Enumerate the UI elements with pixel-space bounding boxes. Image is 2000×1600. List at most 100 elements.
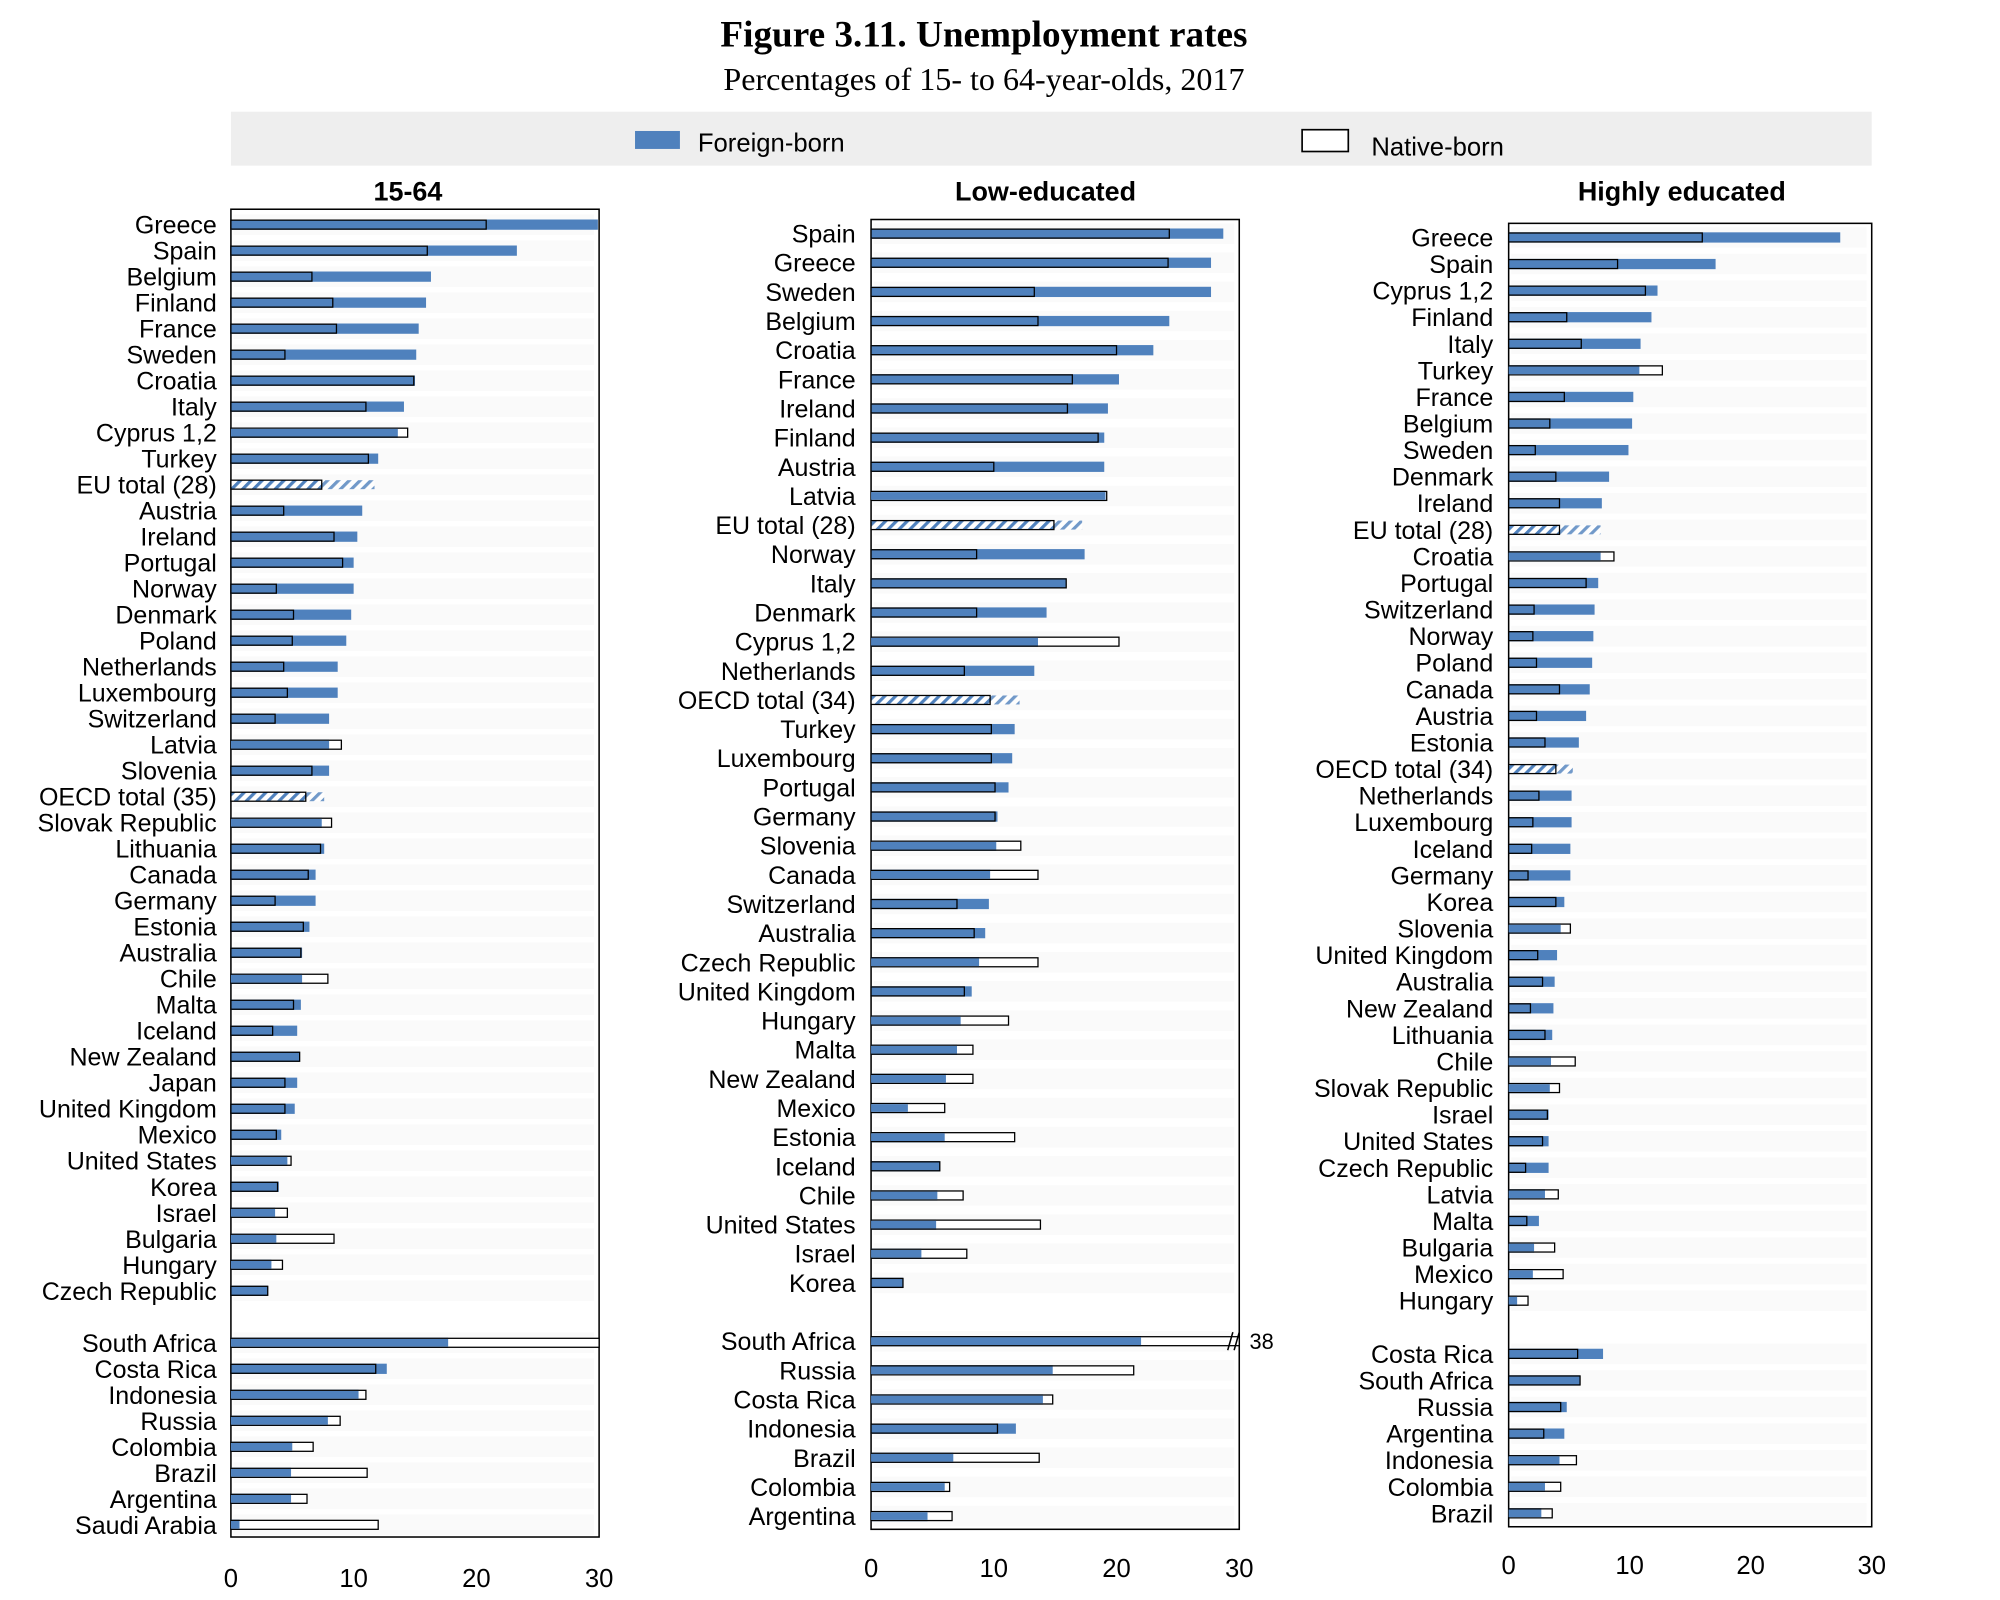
bar-foreign-inner	[871, 492, 1106, 500]
row-band	[1511, 758, 1867, 780]
category-label: Switzerland	[88, 706, 217, 734]
bar-native	[230, 843, 322, 854]
row-band	[1511, 891, 1867, 913]
bar-foreign	[871, 228, 1224, 239]
bar-foreign-inner	[1508, 552, 1601, 561]
bar-native	[870, 665, 965, 676]
category-label: Colombia	[750, 1474, 856, 1502]
row-band	[233, 1254, 594, 1276]
category-label: Chile	[799, 1182, 856, 1210]
bar-foreign	[1508, 817, 1572, 828]
category-label: Saudi Arabia	[75, 1512, 217, 1540]
figure-subtitle: Percentages of 15- to 64-year-olds, 2017	[723, 61, 1244, 97]
category-label: Portugal	[124, 550, 217, 578]
row-band	[1511, 1370, 1867, 1391]
category-label: Slovak Republic	[1314, 1075, 1493, 1103]
bar-foreign	[230, 401, 404, 412]
bar-foreign	[1508, 737, 1579, 748]
category-label: Italy	[171, 394, 217, 422]
bar-foreign	[871, 607, 1047, 618]
bar-foreign-inner	[230, 740, 330, 749]
bar-foreign	[230, 271, 431, 282]
bar-native	[1508, 896, 1557, 908]
bar-native	[870, 257, 1169, 268]
bar-foreign	[230, 1025, 298, 1036]
bar-foreign	[230, 947, 303, 958]
bar-foreign	[1508, 1428, 1565, 1439]
bar-foreign	[871, 928, 986, 939]
bar-native	[230, 349, 286, 360]
category-label: Canada	[129, 862, 217, 890]
bar-foreign	[871, 753, 1013, 764]
bar-foreign-inner	[1508, 1456, 1560, 1465]
row-band	[233, 1202, 594, 1224]
bar-foreign	[871, 782, 1009, 793]
panel-title: Highly educated	[1578, 176, 1786, 206]
bar-foreign-inner	[1508, 1482, 1545, 1491]
row-band	[233, 1098, 594, 1120]
bar-native	[1508, 258, 1619, 270]
bar-native	[870, 461, 995, 472]
bar-native	[870, 519, 1055, 531]
row-band	[1511, 1077, 1867, 1099]
bar-foreign-inner	[1508, 1190, 1545, 1199]
category-label: Iceland	[136, 1018, 217, 1046]
row-band	[233, 1124, 594, 1146]
category-label: Sweden	[126, 342, 216, 370]
category-label: Argentina	[1386, 1421, 1493, 1449]
row-band	[1511, 1396, 1867, 1418]
bar-foreign	[871, 811, 998, 822]
row-band	[1511, 1423, 1867, 1444]
bar-foreign-inner	[871, 1512, 928, 1520]
category-label: Ireland	[140, 524, 216, 552]
bar-foreign-inner	[230, 974, 303, 983]
panel-15-64: 15-64 0 10 20 30 GreeceSpainBelgiumFinlandFra…	[38, 176, 614, 1593]
category-label: Lithuania	[115, 836, 217, 864]
bar-native	[870, 315, 1039, 327]
bar-foreign-inner	[871, 870, 991, 879]
bar-native	[230, 401, 367, 412]
row-band	[233, 916, 594, 937]
category-label: Australia	[120, 940, 217, 968]
bar-foreign-inner	[1508, 1270, 1533, 1278]
bar-foreign-inner	[871, 637, 1038, 646]
row-band	[1511, 1157, 1867, 1179]
category-label: EU total (28)	[715, 512, 855, 540]
bar-native	[230, 245, 428, 256]
bar-native	[1508, 471, 1557, 482]
bar-foreign	[230, 609, 352, 620]
category-label: Russia	[1417, 1394, 1494, 1422]
row-band	[1511, 838, 1867, 860]
bar-native	[870, 286, 1035, 298]
bar-native	[230, 713, 276, 724]
row-band	[873, 1505, 1235, 1527]
category-label: United Kingdom	[39, 1096, 217, 1124]
row-band	[1511, 625, 1867, 647]
row-band	[873, 602, 1235, 623]
category-label: New Zealand	[69, 1044, 216, 1072]
category-label: Turkey	[780, 716, 856, 744]
row-band	[1511, 1449, 1867, 1471]
row-band	[233, 1072, 594, 1094]
bar-foreign	[230, 713, 330, 724]
row-band	[1511, 998, 1867, 1019]
category-label: Turkey	[1418, 357, 1494, 385]
bar-foreign	[1508, 258, 1716, 270]
bar-foreign	[1508, 1029, 1553, 1041]
legend: Foreign-born Native-born	[230, 111, 1872, 166]
legend-label-native: Native-born	[1371, 133, 1504, 161]
bar-foreign	[230, 505, 363, 516]
bar-native	[230, 921, 304, 932]
bar-foreign	[230, 895, 316, 906]
category-label: Croatia	[775, 337, 856, 365]
bar-foreign-inner	[871, 1337, 1142, 1346]
bar-foreign-inner	[1508, 1509, 1542, 1518]
row-band	[1511, 519, 1867, 541]
category-label: South Africa	[82, 1330, 217, 1358]
category-label: Brazil	[154, 1460, 217, 1488]
category-label: Denmark	[115, 602, 217, 630]
bar-native	[870, 723, 992, 735]
bar-foreign-inner	[230, 428, 398, 437]
category-label: France	[1415, 384, 1493, 412]
row-band	[1511, 785, 1867, 806]
